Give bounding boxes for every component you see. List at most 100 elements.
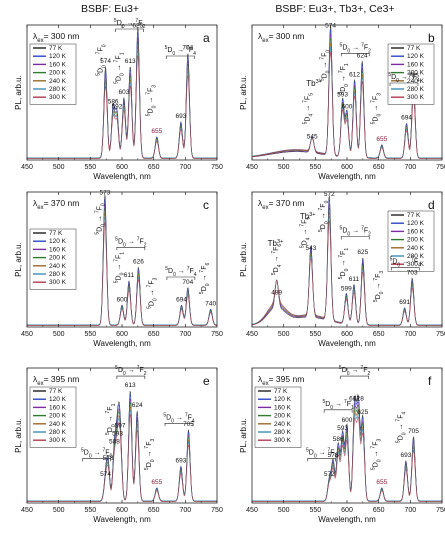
svg-text:5D0 → 7F0: 5D0 → 7F0 bbox=[81, 447, 113, 459]
transition-bracket bbox=[82, 458, 111, 462]
legend-entry: 200 K bbox=[407, 237, 425, 244]
legend-entry: 280 K bbox=[274, 429, 292, 436]
peak-label: 599 bbox=[341, 286, 352, 293]
peak-label: 704 bbox=[182, 44, 193, 51]
legend-entry: 300 K bbox=[49, 94, 67, 101]
svg-text:5D0 → 7F3: 5D0 → 7F3 bbox=[147, 277, 159, 309]
peak-label: 625 bbox=[357, 249, 368, 256]
x-tick-label: 650 bbox=[373, 164, 385, 171]
x-tick-label: 750 bbox=[436, 331, 445, 338]
legend-entry: 280 K bbox=[49, 429, 67, 436]
legend-entry: 77 K bbox=[407, 45, 421, 52]
x-tick-label: 500 bbox=[278, 331, 290, 338]
transition-label: 5D0 → 7F4 bbox=[390, 257, 422, 271]
series-line bbox=[251, 51, 442, 159]
peak-label: 625 bbox=[132, 23, 143, 30]
transition-bracket bbox=[116, 247, 146, 251]
peak-label: 613 bbox=[125, 58, 136, 65]
legend-entry: 160 K bbox=[407, 228, 425, 235]
transition-bracket bbox=[340, 236, 370, 240]
transition-label: 5D0 → 7F0 bbox=[318, 200, 330, 232]
transition-label: 5D0 → 7F3 bbox=[144, 439, 156, 471]
legend-entry: 300 K bbox=[49, 279, 67, 286]
panel-letter: e bbox=[203, 374, 210, 388]
panel-c: 450 500 550 600 650 700 750 Wavelength, nm PL, a… bbox=[14, 190, 223, 348]
svg-text:5D0 → 7F2: 5D0 → 7F2 bbox=[115, 236, 147, 248]
svg-text:5D0 → 7F4: 5D0 → 7F4 bbox=[396, 412, 408, 444]
peak-label: 705 bbox=[408, 428, 419, 435]
x-tick-label: 500 bbox=[278, 164, 290, 171]
peak-label: 705 bbox=[183, 421, 194, 428]
transition-label: 5D0 → 7F2 bbox=[114, 18, 145, 32]
transition-bracket bbox=[164, 423, 194, 427]
legend-entry: 280 K bbox=[407, 86, 425, 93]
peak-label: 574 bbox=[325, 23, 336, 30]
svg-text:5D0 → 7F0: 5D0 → 7F0 bbox=[95, 203, 107, 235]
transition-bracket bbox=[116, 375, 146, 380]
peak-label: 586 bbox=[108, 98, 119, 105]
x-tick-label: 450 bbox=[21, 331, 33, 338]
transition-label: 5D4 → 7F5 bbox=[299, 217, 311, 249]
legend-entry: 280 K bbox=[49, 86, 67, 93]
transition-label: 5D0 → 7F1 bbox=[114, 52, 126, 84]
svg-text:5D0 → 7F2: 5D0 → 7F2 bbox=[339, 365, 371, 377]
panel-e: 450 500 550 600 650 700 750 Wavelength, nm PL, a… bbox=[14, 365, 223, 524]
transition-bracket bbox=[340, 375, 369, 380]
x-tick-label: 450 bbox=[246, 331, 258, 338]
x-tick-label: 600 bbox=[341, 164, 353, 171]
y-axis-label: PL, arb.u. bbox=[14, 75, 23, 110]
svg-text:5D0 → 7F1: 5D0 → 7F1 bbox=[114, 252, 126, 284]
peak-label: 655 bbox=[376, 479, 387, 486]
peak-label: 586 bbox=[333, 436, 344, 443]
legend-entry: 120 K bbox=[49, 396, 67, 403]
transition-label: 5D0 → 7F3 bbox=[373, 271, 385, 303]
panel-grid: 450 500 550 600 650 700 750 Wavelength, nm PL, a… bbox=[14, 18, 445, 524]
excitation-label: λex= 395 nm bbox=[258, 374, 304, 387]
peak-label: 600 bbox=[342, 104, 353, 111]
peak-label: 543 bbox=[305, 245, 316, 252]
excitation-label: λex= 300 nm bbox=[258, 31, 304, 44]
peak-label: 593 bbox=[337, 425, 348, 432]
peak-label: 694 bbox=[401, 115, 412, 122]
svg-text:5D0 → 7F2: 5D0 → 7F2 bbox=[340, 42, 372, 54]
peak-label: 611 bbox=[349, 276, 360, 283]
transition-label: 5D0 → 7F1 bbox=[114, 252, 126, 284]
panel-letter: c bbox=[203, 198, 209, 212]
x-tick-label: 500 bbox=[53, 507, 65, 514]
x-tick-label: 700 bbox=[404, 507, 416, 514]
transition-label: 5D0 → 7F4 bbox=[165, 266, 197, 280]
x-tick-label: 600 bbox=[116, 164, 128, 171]
legend-entry: 300 K bbox=[407, 94, 425, 101]
legend-entry: 120 K bbox=[49, 53, 67, 60]
svg-text:5D0 → 7F4: 5D0 → 7F4 bbox=[390, 257, 422, 269]
transition-label: 5D0 → 7F0 bbox=[95, 203, 107, 235]
peak-label: 588 bbox=[109, 439, 120, 446]
transition-label: 5D0 → 7F0 bbox=[306, 447, 338, 462]
svg-text:5D0 → 7F4: 5D0 → 7F4 bbox=[163, 412, 195, 424]
x-tick-label: 700 bbox=[404, 331, 416, 338]
peak-label: 592 bbox=[112, 104, 123, 111]
svg-text:5D0 → 7F1: 5D0 → 7F1 bbox=[322, 399, 354, 411]
legend-entry: 240 K bbox=[407, 78, 425, 85]
peak-label: 574 bbox=[100, 58, 111, 65]
svg-text:5D0 → 7F3: 5D0 → 7F3 bbox=[373, 271, 385, 303]
peak-label: 655 bbox=[376, 136, 387, 143]
legend-entry: 160 K bbox=[49, 61, 67, 68]
transition-bracket bbox=[115, 28, 144, 32]
transition-bracket bbox=[166, 276, 196, 280]
svg-text:5D0 → 7F2: 5D0 → 7F2 bbox=[340, 226, 372, 238]
peak-label: 613 bbox=[125, 382, 136, 389]
transition-bracket bbox=[390, 267, 420, 271]
x-axis-label: Wavelength, nm bbox=[93, 515, 151, 524]
x-tick-label: 600 bbox=[341, 331, 353, 338]
panel-letter: b bbox=[428, 31, 435, 45]
svg-text:5D0 → 7F3: 5D0 → 7F3 bbox=[370, 439, 382, 471]
legend-entry: 200 K bbox=[49, 255, 67, 262]
legend-entry: 240 K bbox=[49, 421, 67, 428]
transition-label: 5D4 → 7F5 bbox=[303, 93, 315, 125]
legend-entry: 120 K bbox=[49, 238, 67, 245]
